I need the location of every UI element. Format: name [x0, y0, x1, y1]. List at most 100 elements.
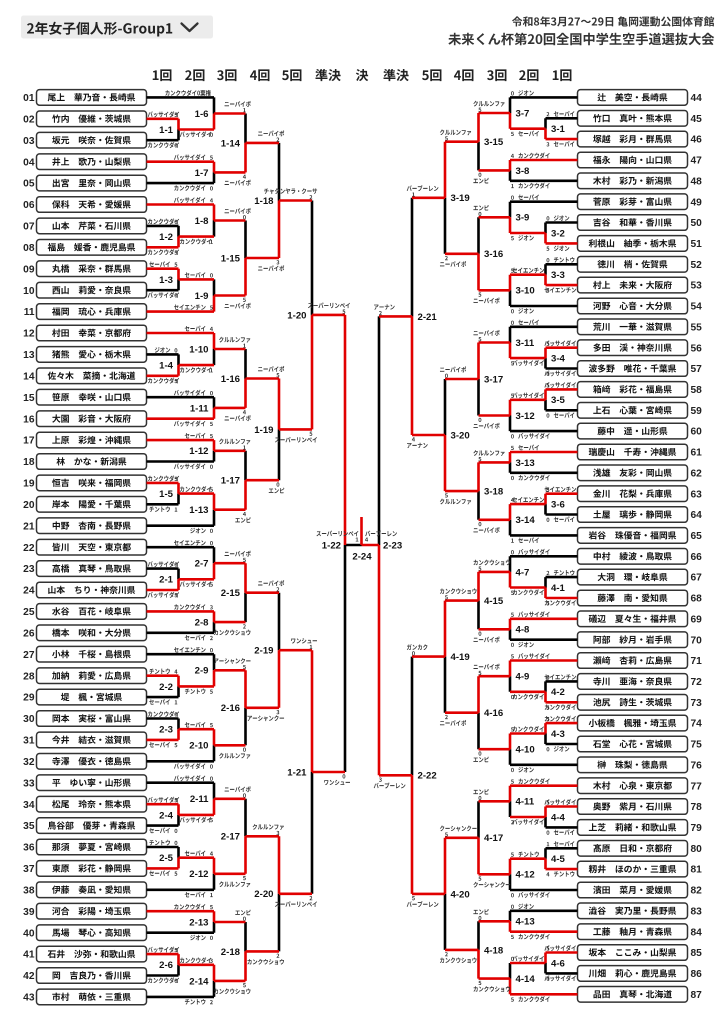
svg-text:10: 10 [23, 286, 35, 297]
svg-text:31: 31 [23, 736, 35, 747]
svg-text:1-11: 1-11 [190, 403, 209, 414]
svg-text:1-18: 1-18 [254, 196, 274, 207]
svg-text:19: 19 [23, 479, 35, 490]
svg-text:4-8: 4-8 [516, 625, 531, 636]
svg-text:32: 32 [23, 757, 35, 768]
svg-text:4-1: 4-1 [551, 583, 566, 594]
svg-text:03: 03 [23, 136, 35, 147]
svg-text:05: 05 [23, 179, 35, 190]
svg-text:75: 75 [691, 740, 703, 751]
svg-text:2-11: 2-11 [190, 794, 209, 805]
svg-text:25: 25 [23, 607, 35, 618]
svg-text:1-22: 1-22 [322, 540, 341, 551]
svg-text:83: 83 [691, 906, 703, 917]
svg-text:4-14: 4-14 [516, 974, 536, 985]
svg-text:50: 50 [691, 218, 703, 229]
svg-text:2-24: 2-24 [352, 552, 372, 563]
svg-text:2-8: 2-8 [195, 618, 210, 629]
svg-text:29: 29 [23, 693, 35, 704]
svg-text:2-13: 2-13 [189, 917, 208, 928]
svg-text:85: 85 [691, 948, 703, 959]
svg-text:2-19: 2-19 [254, 646, 273, 657]
svg-text:09: 09 [23, 264, 35, 275]
svg-text:33: 33 [23, 778, 35, 789]
svg-text:1-16: 1-16 [221, 374, 240, 385]
svg-text:2-22: 2-22 [418, 771, 437, 782]
svg-text:15: 15 [23, 393, 35, 404]
svg-text:1: 1 [355, 538, 359, 544]
svg-text:78: 78 [691, 802, 703, 813]
svg-text:2-20: 2-20 [254, 889, 273, 900]
svg-text:65: 65 [691, 531, 703, 542]
svg-text:1-13: 1-13 [189, 505, 208, 516]
svg-text:2-15: 2-15 [221, 588, 241, 599]
svg-text:2-18: 2-18 [221, 947, 241, 958]
svg-text:1-4: 1-4 [159, 361, 174, 372]
svg-text:39: 39 [23, 907, 35, 918]
svg-text:48: 48 [691, 176, 703, 187]
svg-text:47: 47 [691, 156, 703, 167]
svg-text:28: 28 [23, 671, 35, 682]
svg-text:20: 20 [23, 500, 35, 511]
svg-text:63: 63 [691, 489, 703, 500]
svg-text:3-20: 3-20 [451, 430, 470, 441]
svg-text:2-16: 2-16 [221, 703, 240, 714]
svg-text:4-16: 4-16 [484, 708, 503, 719]
svg-text:4-11: 4-11 [516, 797, 535, 808]
svg-text:51: 51 [691, 239, 703, 250]
svg-text:36: 36 [23, 843, 35, 854]
svg-text:07: 07 [23, 222, 35, 233]
svg-text:43: 43 [23, 993, 35, 1004]
svg-text:1-9: 1-9 [195, 291, 209, 302]
svg-text:73: 73 [691, 698, 703, 709]
svg-text:12: 12 [23, 329, 35, 340]
svg-text:3-9: 3-9 [516, 213, 530, 224]
svg-text:1-12: 1-12 [189, 446, 208, 457]
svg-text:1-2: 1-2 [159, 232, 173, 243]
svg-text:60: 60 [691, 427, 703, 438]
svg-text:2-9: 2-9 [195, 666, 209, 677]
svg-text:1-19: 1-19 [254, 425, 273, 436]
svg-text:86: 86 [691, 969, 703, 980]
svg-text:64: 64 [691, 510, 703, 521]
svg-text:3-17: 3-17 [484, 374, 503, 385]
svg-text:3-7: 3-7 [516, 108, 530, 119]
svg-text:87: 87 [691, 990, 703, 1001]
svg-text:2-5: 2-5 [159, 853, 174, 864]
svg-text:3-11: 3-11 [516, 338, 535, 349]
svg-text:2-6: 2-6 [159, 960, 173, 971]
svg-text:13: 13 [23, 350, 35, 361]
svg-text:1-14: 1-14 [221, 138, 241, 149]
svg-text:84: 84 [691, 927, 703, 938]
svg-text:67: 67 [691, 573, 703, 584]
svg-text:79: 79 [691, 823, 703, 834]
svg-text:59: 59 [691, 406, 703, 417]
svg-text:1-7: 1-7 [195, 168, 209, 179]
svg-text:70: 70 [691, 635, 703, 646]
svg-text:62: 62 [691, 468, 703, 479]
svg-text:35: 35 [23, 821, 35, 832]
svg-text:26: 26 [23, 628, 35, 639]
svg-text:2-3: 2-3 [159, 725, 173, 736]
svg-text:02: 02 [23, 114, 35, 125]
svg-text:54: 54 [691, 302, 703, 313]
svg-text:74: 74 [691, 719, 703, 730]
svg-text:3-6: 3-6 [551, 500, 565, 511]
svg-text:01: 01 [23, 93, 35, 104]
svg-text:4-9: 4-9 [516, 672, 530, 683]
svg-text:45: 45 [691, 114, 703, 125]
svg-text:4-18: 4-18 [484, 945, 504, 956]
svg-text:16: 16 [23, 414, 35, 425]
svg-text:41: 41 [23, 950, 35, 961]
svg-text:23: 23 [23, 564, 35, 575]
svg-text:1-10: 1-10 [189, 344, 208, 355]
svg-text:53: 53 [691, 281, 703, 292]
svg-text:3-16: 3-16 [484, 249, 503, 260]
svg-text:72: 72 [691, 677, 703, 688]
svg-text:08: 08 [23, 243, 35, 254]
svg-text:14: 14 [23, 371, 35, 382]
svg-text:58: 58 [691, 385, 703, 396]
svg-text:3-3: 3-3 [551, 270, 565, 281]
svg-text:11: 11 [24, 307, 35, 318]
svg-text:3-2: 3-2 [551, 228, 565, 239]
